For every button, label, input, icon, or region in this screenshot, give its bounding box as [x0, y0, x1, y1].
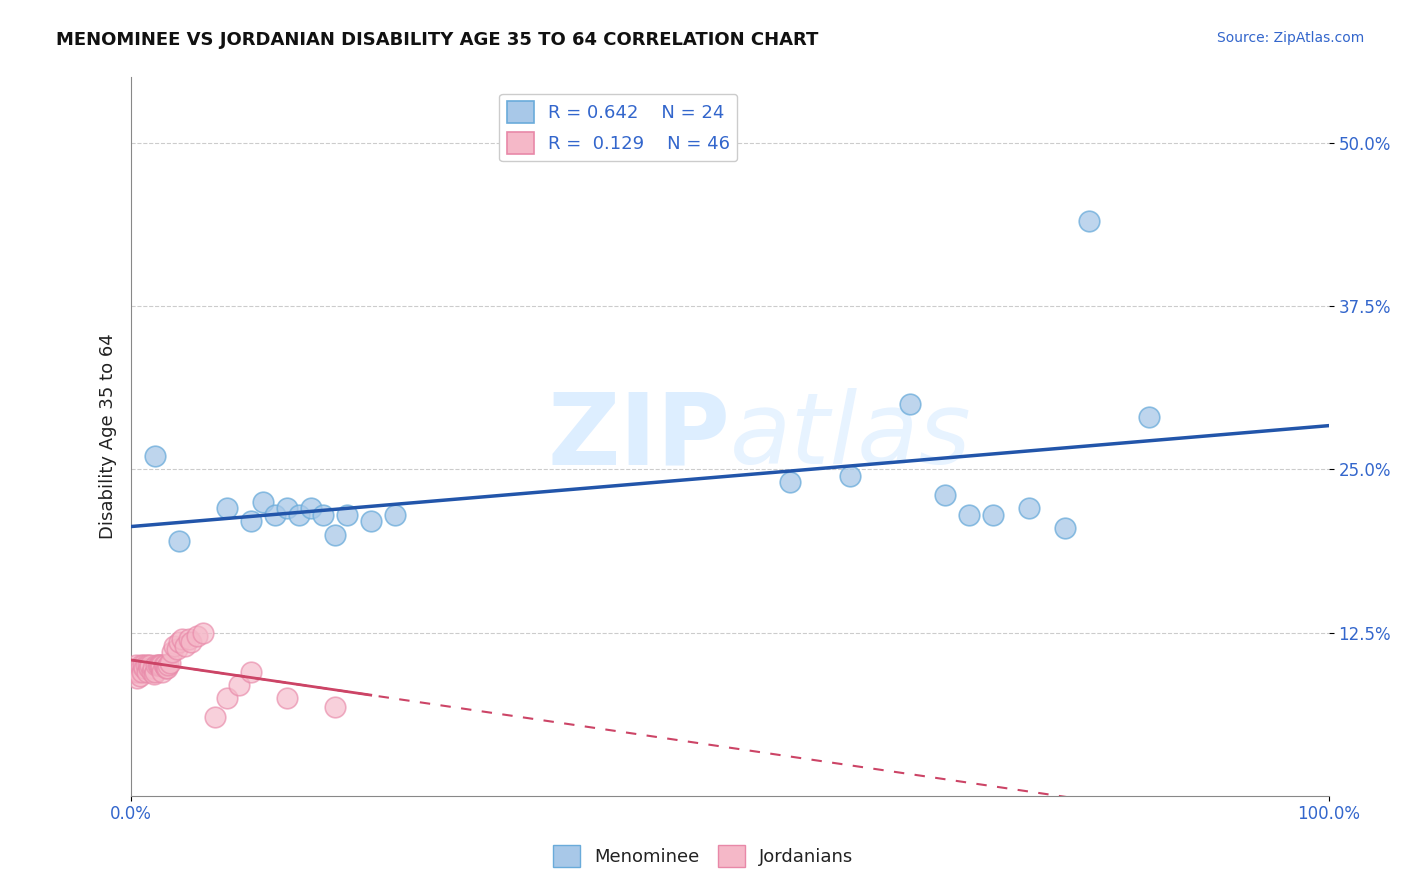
Text: ZIP: ZIP	[547, 388, 730, 485]
Point	[127, 671, 149, 685]
Legend: Menominee, Jordanians: Menominee, Jordanians	[546, 838, 860, 874]
Point	[157, 658, 180, 673]
Point	[138, 661, 160, 675]
Point	[148, 658, 170, 673]
Point	[134, 661, 156, 675]
Point	[167, 534, 190, 549]
Point	[336, 508, 359, 522]
Point	[145, 658, 167, 673]
Point	[129, 658, 152, 673]
Point	[934, 488, 956, 502]
Point	[143, 667, 166, 681]
Point	[131, 665, 153, 679]
Point	[983, 508, 1005, 522]
Point	[132, 658, 155, 673]
Point	[153, 658, 176, 673]
Point	[163, 639, 186, 653]
Point	[186, 629, 208, 643]
Point	[136, 658, 159, 673]
Point	[125, 658, 148, 673]
Point	[191, 625, 214, 640]
Point	[167, 634, 190, 648]
Point	[156, 661, 179, 675]
Point	[312, 508, 335, 522]
Point	[384, 508, 406, 522]
Point	[323, 527, 346, 541]
Point	[141, 665, 163, 679]
Point	[127, 665, 149, 679]
Point	[215, 690, 238, 705]
Point	[240, 515, 263, 529]
Point	[166, 642, 188, 657]
Point	[149, 658, 172, 673]
Point	[128, 668, 150, 682]
Point	[323, 700, 346, 714]
Point	[360, 515, 382, 529]
Point	[838, 468, 860, 483]
Point	[135, 665, 157, 679]
Point	[779, 475, 801, 490]
Point	[160, 645, 183, 659]
Point	[276, 501, 298, 516]
Text: atlas: atlas	[730, 388, 972, 485]
Text: Source: ZipAtlas.com: Source: ZipAtlas.com	[1216, 31, 1364, 45]
Point	[252, 495, 274, 509]
Point	[1137, 409, 1160, 424]
Point	[139, 658, 162, 673]
Point	[276, 690, 298, 705]
Point	[1054, 521, 1077, 535]
Point	[143, 665, 166, 679]
Point	[957, 508, 980, 522]
Point	[299, 501, 322, 516]
Point	[288, 508, 311, 522]
Point	[124, 665, 146, 679]
Point	[142, 661, 165, 675]
Point	[240, 665, 263, 679]
Y-axis label: Disability Age 35 to 64: Disability Age 35 to 64	[100, 334, 117, 540]
Point	[898, 397, 921, 411]
Text: MENOMINEE VS JORDANIAN DISABILITY AGE 35 TO 64 CORRELATION CHART: MENOMINEE VS JORDANIAN DISABILITY AGE 35…	[56, 31, 818, 49]
Point	[159, 656, 181, 670]
Point	[170, 632, 193, 646]
Point	[1018, 501, 1040, 516]
Point	[150, 658, 173, 673]
Point	[215, 501, 238, 516]
Legend: R = 0.642    N = 24, R =  0.129    N = 46: R = 0.642 N = 24, R = 0.129 N = 46	[499, 94, 738, 161]
Point	[1078, 214, 1101, 228]
Point	[143, 449, 166, 463]
Point	[146, 658, 169, 673]
Point	[180, 634, 202, 648]
Point	[155, 661, 177, 675]
Point	[177, 632, 200, 646]
Point	[135, 658, 157, 673]
Point	[204, 710, 226, 724]
Point	[228, 678, 250, 692]
Point	[152, 658, 174, 673]
Point	[150, 665, 173, 679]
Point	[264, 508, 287, 522]
Point	[174, 639, 197, 653]
